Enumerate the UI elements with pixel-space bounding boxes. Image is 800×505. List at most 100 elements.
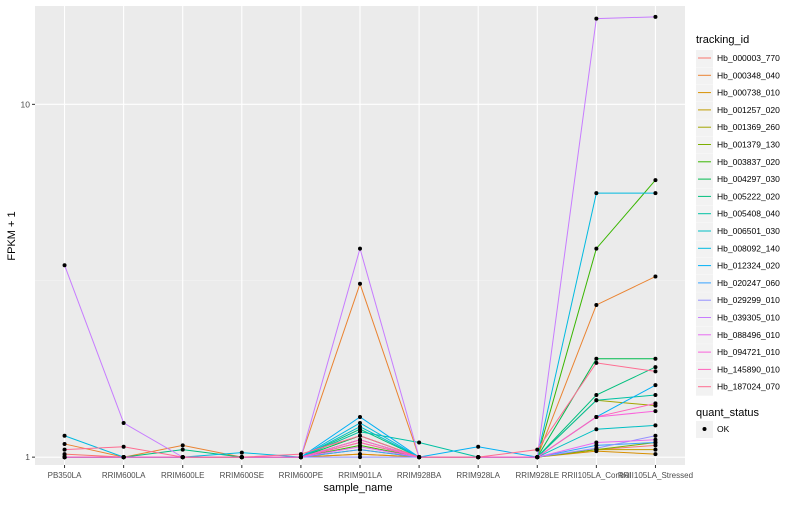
legend-label-Hb_088496_010: Hb_088496_010 — [717, 330, 780, 340]
data-point-Hb_039305_010-RRII105LA_Stressed — [653, 14, 658, 19]
data-point-Hb_039305_010-RRIM901LA — [358, 246, 362, 251]
legend-label-Hb_000738_010: Hb_000738_010 — [717, 88, 780, 98]
legend-shape-items: OK — [696, 421, 730, 438]
data-point-Hb_000738_010-RRIM901LA — [358, 452, 362, 457]
x-tick-label: RRII105LA_Control — [562, 471, 632, 480]
data-point-Hb_187024_070-RRIM600PE — [298, 452, 303, 457]
data-point-Hb_008092_140-RRIM901LA — [358, 420, 362, 425]
x-tick-label: RRIM600SE — [220, 471, 264, 480]
data-point-Hb_145890_010-PB350LA — [62, 455, 67, 460]
x-tick-label: RRII105LA_Stressed — [618, 471, 693, 480]
legend: tracking_id Hb_000003_770Hb_000348_040Hb… — [696, 34, 780, 438]
data-point-Hb_000348_040-RRIM600LE — [180, 443, 185, 448]
data-point-Hb_187024_070-RRII105LA_Control — [594, 360, 599, 365]
legend-label-Hb_145890_010: Hb_145890_010 — [717, 364, 780, 374]
data-point-Hb_005408_040-RRIM901LA — [358, 429, 362, 434]
legend-label-Hb_001369_260: Hb_001369_260 — [717, 122, 780, 132]
data-point-Hb_000348_040-RRII105LA_Stressed — [653, 274, 658, 279]
legend-label-Hb_187024_070: Hb_187024_070 — [717, 382, 780, 392]
data-point-Hb_012324_020-RRIM901LA — [358, 414, 362, 419]
x-tick-label: RRIM901LA — [338, 471, 382, 480]
legend-label-Hb_020247_060: Hb_020247_060 — [717, 278, 780, 288]
legend-label-Hb_000003_770: Hb_000003_770 — [717, 53, 780, 63]
data-point-Hb_088496_010-RRII105LA_Control — [594, 440, 599, 445]
y-axis: 1 10 — [21, 99, 35, 462]
data-point-Hb_039305_010-PB350LA — [62, 263, 67, 268]
data-point-Hb_187024_070-RRIM928LE — [535, 447, 540, 452]
x-axis: PB350LA RRIM600LA RRIM600LE RRIM600SE RRIM60… — [48, 465, 693, 480]
data-point-Hb_187024_070-RRIM928BA — [417, 455, 422, 460]
data-point-Hb_187024_070-PB350LA — [62, 447, 67, 452]
data-point-Hb_006501_030-RRII105LA_Control — [594, 427, 599, 432]
legend-label-Hb_094721_010: Hb_094721_010 — [717, 347, 780, 357]
data-point-Hb_039305_010-RRIM600LA — [121, 420, 126, 425]
data-point-Hb_187024_070-RRIM600LE — [180, 455, 185, 460]
data-point-Hb_039305_010-RRII105LA_Control — [594, 16, 599, 21]
data-point-Hb_145890_010-RRIM928LE — [535, 455, 540, 460]
data-point-Hb_094721_010-RRIM901LA — [358, 437, 362, 442]
legend-label-Hb_039305_010: Hb_039305_010 — [717, 313, 780, 323]
data-point-Hb_005222_020-RRII105LA_Stressed — [653, 365, 658, 370]
x-tick-label: RRIM600PE — [279, 471, 323, 480]
legend-label-Hb_005408_040: Hb_005408_040 — [717, 209, 780, 219]
data-point-Hb_187024_070-RRIM901LA — [358, 433, 362, 438]
legend-color-items: Hb_000003_770 Hb_000348_040 Hb_000738_010 H… — [696, 50, 780, 396]
data-point-Hb_005408_040-RRIM928BA — [417, 440, 422, 445]
data-point-Hb_145890_010-RRIM600PE — [298, 455, 303, 460]
data-point-Hb_008092_140-RRII105LA_Stressed — [653, 191, 658, 196]
legend-label-OK: OK — [717, 424, 730, 434]
legend-label-Hb_000348_040: Hb_000348_040 — [717, 70, 780, 80]
data-point-Hb_029299_010-RRII105LA_Control — [594, 446, 599, 451]
data-point-Hb_012324_020-RRII105LA_Stressed — [653, 383, 658, 388]
data-point-Hb_000348_040-RRIM901LA — [358, 281, 362, 286]
y-tick-label: 1 — [25, 452, 30, 462]
data-point-Hb_187024_070-RRII105LA_Stressed — [653, 369, 658, 374]
data-point-Hb_012324_020-RRIM928LA — [476, 444, 481, 449]
data-point-Hb_005222_020-RRIM600LE — [180, 447, 185, 452]
data-point-Hb_088496_010-RRII105LA_Stressed — [653, 437, 658, 442]
legend-label-Hb_001379_130: Hb_001379_130 — [717, 140, 780, 150]
x-tick-label: PB350LA — [48, 471, 82, 480]
data-point-Hb_020247_060-RRIM901LA — [358, 447, 362, 452]
x-axis-title: sample_name — [323, 482, 392, 494]
x-tick-label: RRIM928LE — [515, 471, 559, 480]
y-tick-label: 10 — [21, 99, 31, 109]
data-point-Hb_000348_040-RRII105LA_Control — [594, 302, 599, 307]
legend-label-Hb_006501_030: Hb_006501_030 — [717, 226, 780, 236]
data-point-Hb_008092_140-PB350LA — [62, 433, 67, 438]
data-point-Hb_006501_030-RRII105LA_Stressed — [653, 423, 658, 428]
data-point-Hb_187024_070-RRIM600LA — [121, 444, 126, 449]
data-point-Hb_187024_070-RRIM928LA — [476, 455, 481, 460]
data-point-Hb_005222_020-RRII105LA_Control — [594, 393, 599, 398]
data-point-Hb_008092_140-RRII105LA_Control — [594, 191, 599, 196]
legend-label-Hb_004297_030: Hb_004297_030 — [717, 174, 780, 184]
data-point-Hb_000738_010-RRII105LA_Stressed — [653, 452, 658, 457]
data-point-Hb_020247_060-RRII105LA_Stressed — [653, 440, 658, 445]
data-point-Hb_000003_770-PB350LA — [62, 452, 67, 457]
data-point-Hb_145890_010-RRIM600LA — [121, 455, 126, 460]
series-points — [62, 14, 658, 460]
data-point-Hb_000003_770-RRII105LA_Stressed — [653, 443, 658, 448]
data-point-Hb_187024_070-RRIM600SE — [239, 455, 244, 460]
data-point-Hb_145890_010-RRII105LA_Control — [594, 414, 599, 419]
x-tick-label: RRIM928BA — [397, 471, 442, 480]
data-point-Hb_000348_040-PB350LA — [62, 441, 67, 446]
data-point-Hb_145890_010-RRIM901LA — [358, 440, 362, 445]
legend-shape-point-OK — [702, 427, 707, 431]
data-point-Hb_029299_010-RRII105LA_Stressed — [653, 433, 658, 438]
legend-title-quant-status: quant_status — [696, 407, 759, 419]
data-point-Hb_005408_040-RRII105LA_Control — [594, 398, 599, 403]
data-point-Hb_006501_030-RRIM901LA — [358, 424, 362, 429]
legend-label-Hb_001257_020: Hb_001257_020 — [717, 105, 780, 115]
data-point-Hb_008092_140-RRIM600SE — [239, 450, 244, 455]
data-point-Hb_001257_020-RRII105LA_Stressed — [653, 447, 658, 452]
legend-label-Hb_008092_140: Hb_008092_140 — [717, 243, 780, 253]
legend-title-tracking-id: tracking_id — [696, 34, 749, 46]
data-point-Hb_003837_020-RRII105LA_Stressed — [653, 178, 658, 183]
legend-label-Hb_012324_020: Hb_012324_020 — [717, 261, 780, 271]
x-tick-label: RRIM600LA — [102, 471, 146, 480]
data-point-Hb_004297_030-RRII105LA_Stressed — [653, 356, 658, 361]
data-point-Hb_004297_030-RRII105LA_Control — [594, 356, 599, 361]
